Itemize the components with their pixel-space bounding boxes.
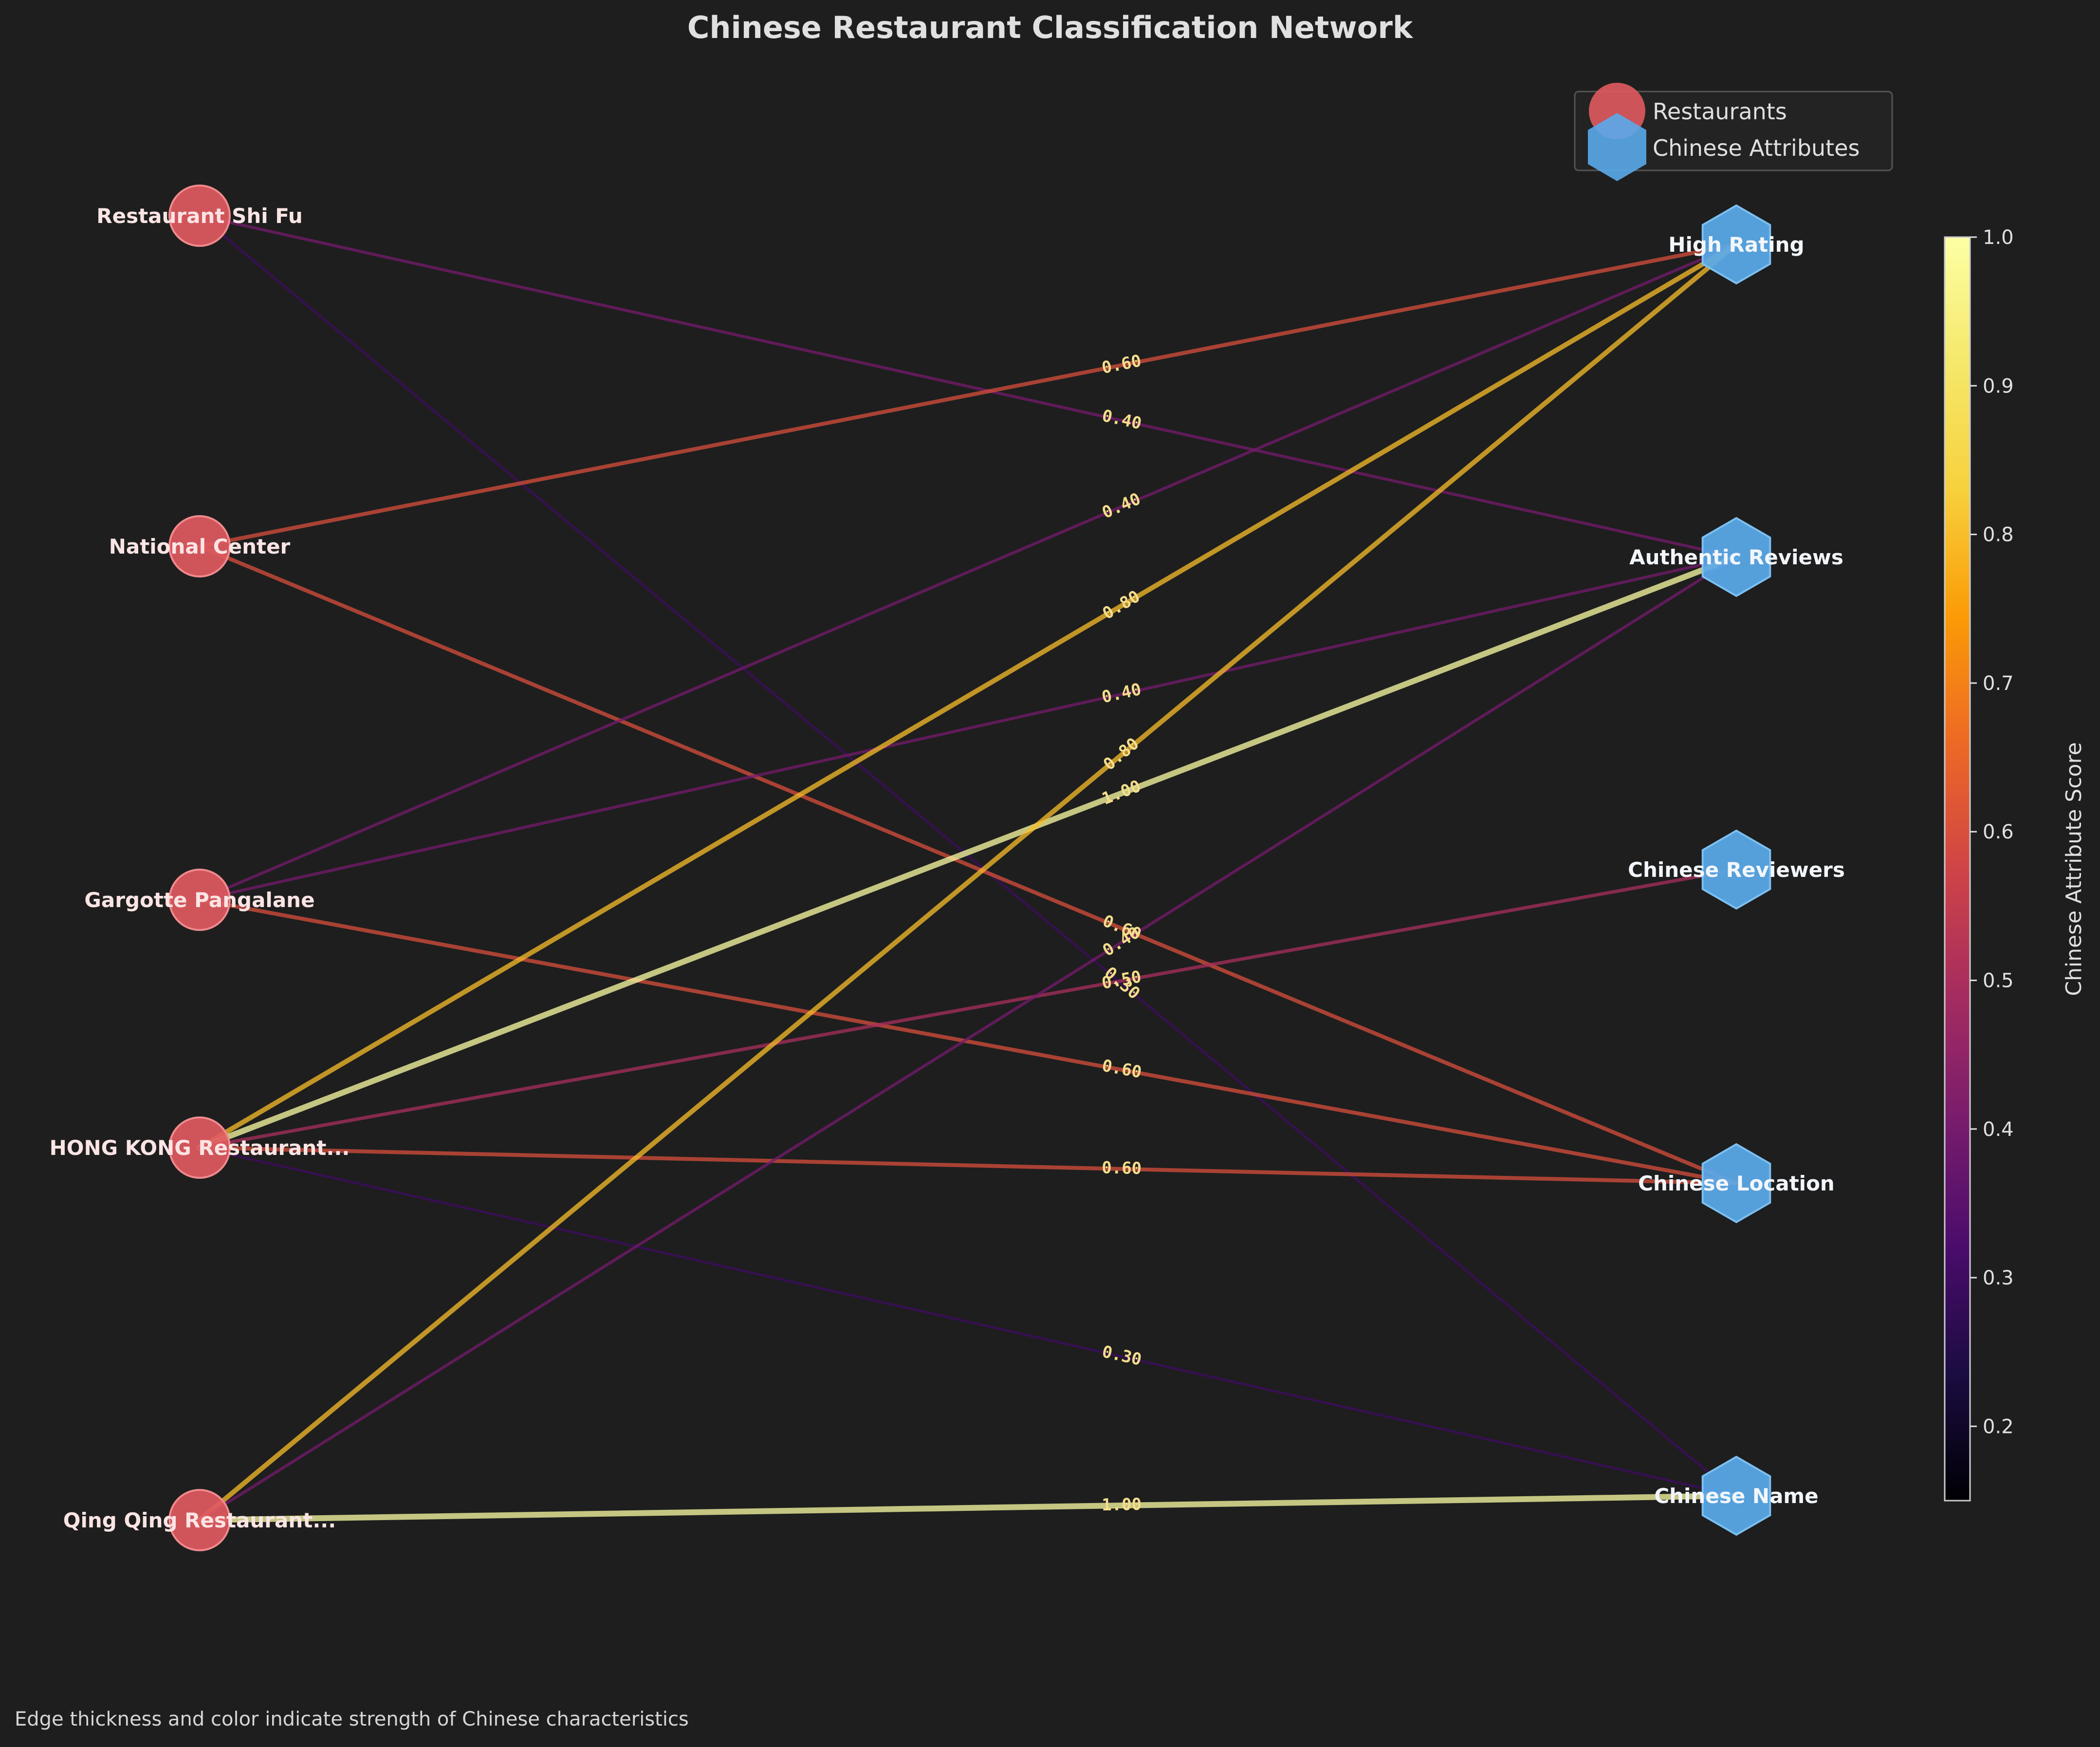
edge-hong-kong-restaurant-to-chinese-location <box>198 1146 1738 1185</box>
colorbar-tick-label: 0.4 <box>1983 1118 2014 1141</box>
restaurant-node-gargotte-pangalane <box>168 869 231 931</box>
attribute-node-authentic-reviews <box>1701 517 1771 597</box>
restaurant-node-qing-qing-restaurant <box>168 1489 231 1551</box>
edge-qing-qing-restaurant-to-high-rating <box>197 242 1739 1523</box>
edge-label-restaurant-shi-fu-to-authentic-reviews: 0.40 <box>1100 406 1143 434</box>
edge-gargotte-pangalane-to-authentic-reviews <box>198 556 1738 901</box>
attribute-node-chinese-location <box>1701 1143 1771 1224</box>
restaurant-label-hong-kong-restaurant: HONG KONG Restaurant... <box>50 1136 350 1160</box>
edge-qing-qing-restaurant-to-chinese-name <box>197 1493 1739 1523</box>
nodes-layer: Restaurant Shi Fu National Center Gargotte… <box>50 185 1845 1551</box>
edge-label-national-center-to-high-rating: 0.60 <box>1100 351 1143 378</box>
attribute-node-high-rating <box>1701 204 1771 285</box>
restaurant-node-hong-kong-restaurant <box>168 1116 231 1179</box>
restaurant-label-qing-qing-restaurant: Qing Qing Restaurant... <box>63 1508 336 1532</box>
colorbar-tick-label: 0.2 <box>1983 1415 2014 1438</box>
legend: Restaurants Chinese Attributes <box>1574 83 1893 181</box>
attribute-label-chinese-reviewers: Chinese Reviewers <box>1628 858 1845 882</box>
edge-label-qing-qing-restaurant-to-chinese-name: 1.00 <box>1102 1495 1142 1515</box>
colorbar-tick-label: 0.3 <box>1983 1267 2014 1289</box>
colorbar-tick-label: 0.5 <box>1983 969 2014 992</box>
restaurant-node-national-center <box>168 515 231 577</box>
edge-hong-kong-restaurant-to-authentic-reviews <box>197 554 1739 1151</box>
colorbar-label: Chinese Attribute Score <box>2062 742 2086 996</box>
attribute-node-chinese-name <box>1701 1455 1771 1536</box>
restaurant-label-national-center: National Center <box>109 535 291 558</box>
legend-restaurants-label: Restaurants <box>1653 98 1787 125</box>
edge-qing-qing-restaurant-to-authentic-reviews <box>198 556 1738 1522</box>
edge-label-gargotte-pangalane-to-chinese-location: 0.60 <box>1101 1056 1143 1082</box>
attribute-label-chinese-name: Chinese Name <box>1654 1484 1818 1508</box>
attribute-label-authentic-reviews: Authentic Reviews <box>1629 545 1843 569</box>
restaurant-label-restaurant-shi-fu: Restaurant Shi Fu <box>96 204 302 228</box>
restaurant-node-restaurant-shi-fu <box>168 185 231 247</box>
edge-label-gargotte-pangalane-to-high-rating: 0.40 <box>1099 489 1143 523</box>
edge-national-center-to-chinese-location <box>198 544 1738 1185</box>
edge-label-hong-kong-restaurant-to-authentic-reviews: 1.00 <box>1099 776 1143 809</box>
edge-hong-kong-restaurant-to-chinese-reviewers <box>198 868 1738 1150</box>
attribute-label-chinese-location: Chinese Location <box>1638 1171 1835 1195</box>
legend-box <box>1574 91 1893 171</box>
colorbar: 0.2 0.3 0.4 0.5 0.6 0.7 0.8 0.9 1.0 Chinese Attr… <box>1944 226 2086 1502</box>
edge-label-hong-kong-restaurant-to-chinese-location: 0.60 <box>1102 1158 1142 1178</box>
colorbar-tick-label: 0.7 <box>1983 672 2014 695</box>
edge-label-hong-kong-restaurant-to-chinese-name: 0.30 <box>1100 1342 1143 1370</box>
edges-layer <box>197 214 1739 1523</box>
edge-restaurant-shi-fu-to-chinese-name <box>198 214 1738 1497</box>
legend-attribute-marker <box>1588 113 1646 181</box>
attribute-node-chinese-reviewers <box>1701 829 1771 910</box>
colorbar-ticks: 0.2 0.3 0.4 0.5 0.6 0.7 0.8 0.9 1.0 <box>1970 226 2014 1438</box>
edge-national-center-to-high-rating <box>198 242 1738 548</box>
edge-hong-kong-restaurant-to-chinese-name <box>198 1146 1738 1497</box>
edge-gargotte-pangalane-to-high-rating <box>198 243 1738 901</box>
edge-label-hong-kong-restaurant-to-high-rating: 0.80 <box>1099 587 1143 624</box>
edge-label-gargotte-pangalane-to-authentic-reviews: 0.40 <box>1100 680 1143 707</box>
edge-hong-kong-restaurant-to-high-rating <box>197 242 1739 1150</box>
restaurant-label-gargotte-pangalane: Gargotte Pangalane <box>84 888 314 912</box>
attribute-label-high-rating: High Rating <box>1668 233 1804 257</box>
edge-labels-layer: 0.400.300.600.600.400.400.600.801.000.50… <box>1099 351 1144 1515</box>
colorbar-gradient <box>1944 236 1971 1502</box>
colorbar-tick-label: 0.6 <box>1983 821 2014 843</box>
colorbar-tick-label: 1.0 <box>1983 226 2014 249</box>
edge-restaurant-shi-fu-to-authentic-reviews <box>198 214 1738 558</box>
chart-title: Chinese Restaurant Classification Networ… <box>687 10 1413 45</box>
colorbar-tick-label: 0.8 <box>1983 524 2014 546</box>
colorbar-tick-label: 0.9 <box>1983 375 2014 397</box>
footnote: Edge thickness and color indicate streng… <box>15 1708 689 1730</box>
edge-gargotte-pangalane-to-chinese-location <box>198 898 1738 1185</box>
legend-attributes-label: Chinese Attributes <box>1653 135 1860 161</box>
